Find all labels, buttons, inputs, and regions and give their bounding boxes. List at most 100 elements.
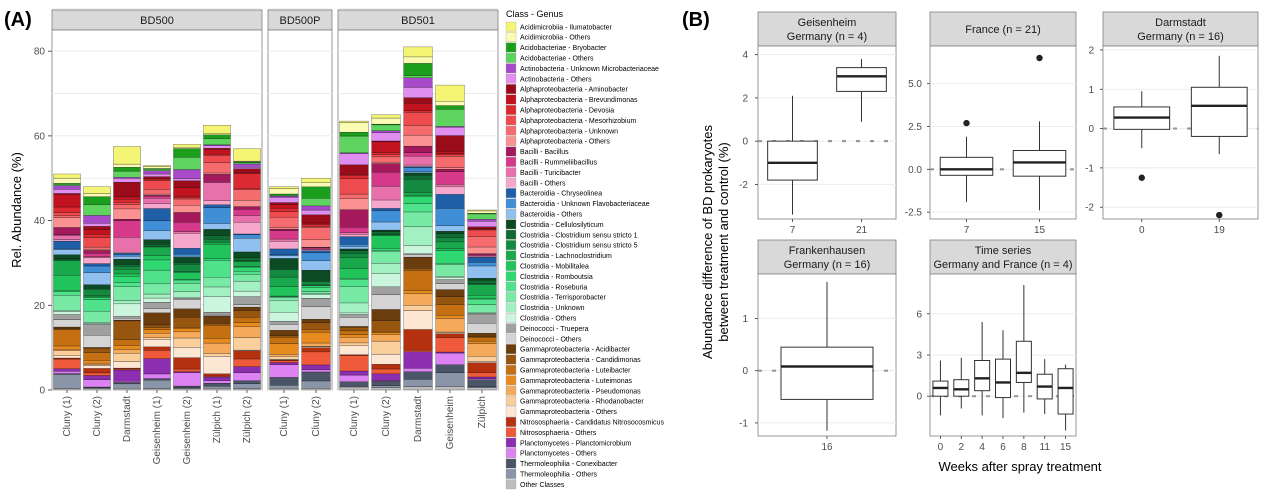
legend-label: Gammaproteobacteria - Acidibacter [520, 347, 631, 354]
bar-segment-other-classes [83, 388, 111, 391]
bar-segment-alphaproteobacteria-others [301, 239, 331, 248]
bar-segment-bacteroidia-chryseolinea [173, 248, 201, 255]
bar-segment-bacteroidia-chryseolinea [403, 166, 433, 168]
legend-label: Acidobacteriae - Others [520, 56, 594, 63]
bar-segment-clostridia-clostridium-sensu-stricto-1 [269, 268, 299, 270]
bar-segment-clostridia-clostridium-sensu-stricto-1 [301, 280, 331, 283]
bar-segment-clostridia-terrisporobacter [143, 283, 171, 295]
bar-segment-alphaproteobacteria-aminobacter [173, 180, 201, 188]
bar-segment-bacilli-rummeliibacillus [339, 227, 369, 233]
bar-segment-clostridia-clostridium-sensu-stricto-1 [233, 257, 261, 261]
bar-segment-clostridia-terrisporobacter [53, 295, 81, 311]
facet-strip-label: BD500 [140, 15, 174, 27]
bar-segment-bacteroidia-others [339, 246, 369, 250]
legend-item: Acidimicrobiia - Others [505, 32, 591, 42]
legend-label: Bacteroidia - Unknown Flavobacteriaceae [520, 201, 650, 208]
bar-segment-actinobacteria-others [371, 132, 401, 142]
bar-segment-gammaproteobacteria-rhodanobacter [173, 337, 201, 348]
bar-segment-nitrososphaeria-others [53, 358, 81, 369]
bar-segment-bacilli-bacillus [53, 227, 81, 235]
bar-segment-thermoleophilia-others [371, 385, 401, 388]
x-tick-label: 19 [1214, 225, 1226, 236]
bar-segment-gammaproteobacteria-luteibacter [435, 304, 465, 316]
bar-segment-alphaproteobacteria-aminobacter [113, 182, 141, 197]
legend-item: Clostridia - Romboutsia [505, 271, 593, 282]
bar-segment-bacilli-turicibacter [203, 182, 231, 201]
legend-label: Acidimicrobiia - Others [520, 35, 591, 42]
outlier-point [1138, 174, 1145, 181]
x-tick-label: 6 [1000, 442, 1006, 453]
bar-z-lpich-1 [203, 125, 231, 391]
panel-strip-title: Time series [975, 245, 1032, 257]
bar-segment-bacteroidia-others [371, 221, 401, 231]
bar-segment-bacilli-others [403, 164, 433, 167]
bar-segment-deinococci-truepera [53, 314, 81, 320]
bar-segment-thermoleophilia-others [83, 387, 111, 389]
bar-segment-clostridia-clostridium-sensu-stricto-5 [203, 239, 231, 243]
bar-segment-clostridia-cellulosilyticum [203, 229, 231, 236]
bar-segment-actinobacteria-others [269, 197, 299, 203]
bar-segment-alphaproteobacteria-devosia [435, 153, 465, 155]
bar-segment-gammaproteobacteria-pseudomonas [173, 331, 201, 339]
legend-label: Gammaproteobacteria - Others [520, 409, 617, 416]
bar-segment-acidobacteriae-bryobacter [83, 196, 111, 205]
x-tick-label: 0 [938, 442, 944, 453]
bar-segment-bacteroidia-unknown-flavobacteriaceae [269, 254, 299, 256]
legend-item: Bacteroidia - Unknown Flavobacteriaceae [505, 198, 650, 209]
bar-segment-clostridia-cellulosilyticum [173, 257, 201, 263]
bar-segment-bacteroidia-chryseolinea [435, 194, 465, 209]
legend-label: Nitrososphaeria - Candidatus Nitrosocosm… [520, 420, 664, 427]
bar-segment-clostridia-terrisporobacter [403, 211, 433, 227]
bar-segment-thermoleophilia-conexibacter [403, 371, 433, 380]
x-tick-label: Geisenheim (1) [152, 396, 163, 464]
bar-segment-clostridia-clostridium-sensu-stricto-1 [113, 264, 141, 267]
panel-strip-subtitle: Germany and France (n = 4) [933, 259, 1072, 271]
y-tick-label: 2 [1088, 45, 1094, 56]
box [780, 346, 874, 400]
bar-segment-acidobacteriae-bryobacter [113, 167, 141, 172]
bar-segment-clostridia-clostridium-sensu-stricto-5 [269, 269, 299, 278]
legend-label: Bacteroidia - Others [520, 212, 583, 219]
bar-segment-planctomycetes-others [143, 373, 171, 379]
bar-segment-clostridia-unknown [113, 300, 141, 305]
legend-swatch [505, 105, 517, 115]
legend-item: Gammaproteobacteria - Luteimonas [505, 375, 633, 386]
bar-segment-bacteroidia-others [467, 265, 497, 279]
bar-segment-actinobacteria-unknown-microbacteriaceae [467, 219, 497, 222]
bar-segment-gammaproteobacteria-pseudomonas [339, 337, 369, 344]
bar-segment-gammaproteobacteria-candidimonas [113, 320, 141, 340]
bar-segment-clostridia-clostridium-sensu-stricto-1 [403, 175, 433, 180]
bar-segment-alphaproteobacteria-others [83, 249, 111, 251]
x-tick-label: 16 [821, 442, 833, 453]
boxplot-19 [1190, 55, 1248, 219]
bar-segment-actinobacteria-unknown-microbacteriaceae [83, 215, 111, 224]
bar-segment-nitrososphaeria-candidatus-nitrosocosmicus [203, 373, 231, 377]
bar-segment-gammaproteobacteria-pseudomonas [83, 362, 111, 365]
bar-segment-gammaproteobacteria-pseudomonas [143, 333, 171, 338]
bar-segment-clostridia-cellulosilyticum [113, 258, 141, 265]
legend-label: Clostridia - Cellulosilyticum [520, 222, 604, 229]
bar-segment-alphaproteobacteria-unknown [371, 156, 401, 163]
bar-segment-clostridia-clostridium-sensu-stricto-5 [113, 266, 141, 270]
x-tick-label: 4 [979, 442, 985, 453]
bar-segment-planctomycetes-planctomicrobium [83, 375, 111, 380]
bar-segment-deinococci-others [435, 283, 465, 290]
bar-darmstadt [403, 46, 433, 391]
bar-segment-alphaproteobacteria-devosia [173, 196, 201, 199]
legend-item: Bacilli - Rummeliibacillus [505, 157, 598, 167]
bar-segment-gammaproteobacteria-rhodanobacter [403, 305, 433, 311]
bar-segment-acidobacteriae-others [435, 109, 465, 127]
bar-segment-acidimicrobiia-others [339, 122, 369, 133]
x-tick-label: 7 [790, 225, 796, 236]
bar-segment-bacteroidia-unknown-flavobacteriaceae [301, 252, 331, 261]
bar-segment-alphaproteobacteria-mesorhizobium [339, 178, 369, 195]
bar-segment-clostridia-lachnoclostridium [435, 241, 465, 249]
bar-segment-gammaproteobacteria-rhodanobacter [269, 356, 299, 360]
bar-segment-clostridia-lachnoclostridium [339, 257, 369, 269]
bar-segment-nitrososphaeria-candidatus-nitrosocosmicus [301, 347, 331, 353]
bar-segment-clostridia-lachnoclostridium [403, 192, 433, 196]
facet-bd500: BD500 Cluny (1) Cluny (2) Darmstadt Geisenhe… [51, 8, 263, 464]
bar-segment-gammaproteobacteria-others [113, 361, 141, 369]
bar-segment-clostridia-clostridium-sensu-stricto-1 [467, 279, 497, 284]
